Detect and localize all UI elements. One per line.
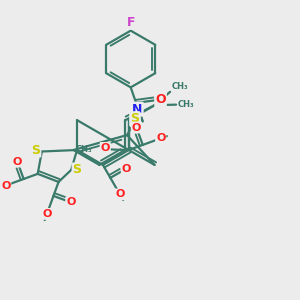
Text: O: O bbox=[156, 134, 165, 143]
Text: O: O bbox=[155, 93, 166, 106]
Text: O: O bbox=[13, 157, 22, 166]
Text: O: O bbox=[122, 164, 131, 174]
Text: S: S bbox=[73, 164, 82, 176]
Text: S: S bbox=[130, 112, 139, 125]
Text: N: N bbox=[132, 103, 143, 116]
Text: O: O bbox=[100, 143, 110, 153]
Text: S: S bbox=[131, 113, 140, 126]
Text: S: S bbox=[32, 143, 40, 157]
Text: CH₃: CH₃ bbox=[178, 100, 194, 109]
Text: O: O bbox=[42, 209, 52, 219]
Text: O: O bbox=[66, 197, 76, 207]
Text: F: F bbox=[127, 16, 135, 29]
Text: O: O bbox=[1, 181, 10, 190]
Text: CH₃: CH₃ bbox=[76, 145, 92, 154]
Text: CH₃: CH₃ bbox=[172, 82, 188, 91]
Text: O: O bbox=[132, 122, 141, 133]
Text: O: O bbox=[115, 189, 124, 200]
